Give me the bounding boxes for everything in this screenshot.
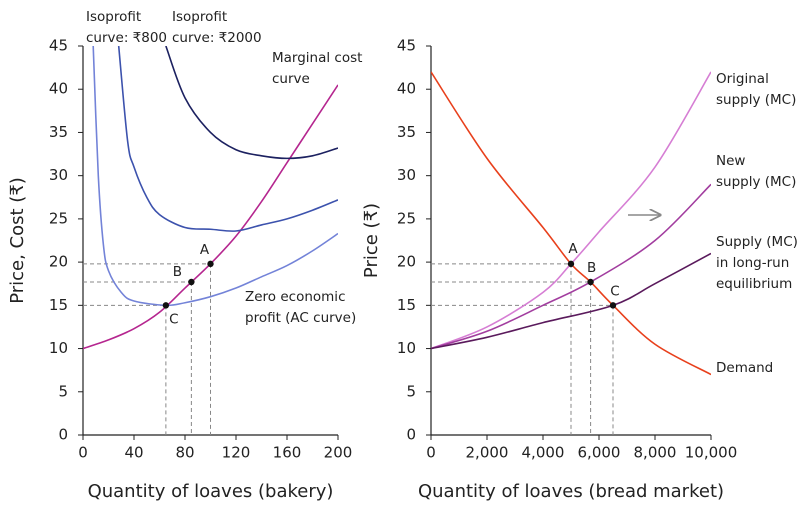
curve-label: equilibrium: [716, 276, 792, 292]
point: [567, 260, 575, 268]
x-tick-label: 4,000: [522, 444, 565, 462]
x-tick-label: 2,000: [466, 444, 509, 462]
y-tick-label: 20: [397, 253, 416, 271]
curve-label: Isoprofit: [172, 9, 227, 25]
curve: [431, 183, 711, 350]
y-tick-label: 10: [397, 339, 416, 357]
y-axis-title: Price, Cost (₹): [7, 177, 28, 304]
curve-label: in long-run: [716, 255, 789, 271]
curve-label: curve: [272, 71, 310, 87]
plot-area: [431, 71, 711, 376]
y-tick-label: 35: [397, 123, 416, 141]
curve-label: curve: ₹800: [86, 30, 167, 46]
curve: [431, 71, 711, 376]
point: [609, 302, 617, 309]
y-tick-label: 15: [397, 296, 416, 314]
point: [162, 302, 170, 309]
y-tick-label: 45: [397, 37, 416, 55]
curve-label: supply (MC): [716, 92, 796, 108]
x-tick-label: 40: [124, 444, 143, 462]
curve: [431, 71, 711, 350]
y-tick-label: 30: [49, 166, 68, 184]
point-label: C: [610, 283, 619, 299]
curve-label: New: [716, 153, 745, 169]
y-tick-label: 45: [49, 37, 68, 55]
y-tick-label: 35: [49, 123, 68, 141]
y-tick-label: 0: [58, 426, 68, 444]
x-tick-label: 80: [175, 444, 194, 462]
x-tick-label: 160: [273, 444, 302, 462]
x-tick-label: 8,000: [634, 444, 677, 462]
x-axis-title: Quantity of loaves (bakery): [88, 481, 334, 502]
curve: [165, 46, 338, 160]
x-tick-label: 120: [222, 444, 251, 462]
point: [188, 278, 195, 286]
y-tick-label: 40: [49, 80, 68, 98]
y-axis-title: Price (₹): [361, 203, 382, 278]
curve-label: profit (AC curve): [245, 310, 356, 326]
x-tick-label: 10,000: [685, 444, 738, 462]
y-tick-label: 15: [49, 296, 68, 314]
y-tick-label: 5: [406, 382, 416, 400]
x-tick-label: 0: [78, 444, 88, 462]
point-label: A: [200, 242, 210, 258]
curve-label: Supply (MC): [716, 234, 798, 250]
y-tick-label: 5: [58, 382, 68, 400]
x-tick-label: 200: [324, 444, 353, 462]
x-axis-title: Quantity of loaves (bread market): [418, 481, 724, 502]
y-tick-label: 0: [406, 426, 416, 444]
curve-label: Demand: [716, 360, 773, 376]
curve-label: Original: [716, 71, 769, 87]
y-tick-label: 25: [49, 209, 68, 227]
y-tick-label: 20: [49, 253, 68, 271]
y-tick-label: 30: [397, 166, 416, 184]
point-label: B: [173, 264, 182, 280]
point-label: B: [587, 260, 596, 276]
curve-label: supply (MC): [716, 174, 796, 190]
point: [587, 278, 594, 286]
point-label: A: [568, 241, 578, 257]
point: [207, 260, 214, 268]
curve: [117, 46, 338, 232]
point-label: C: [169, 311, 178, 327]
x-tick-label: 0: [426, 444, 436, 462]
curve: [92, 46, 338, 307]
curve-label: Isoprofit: [86, 9, 141, 25]
y-tick-label: 25: [397, 209, 416, 227]
curve: [431, 252, 711, 350]
y-tick-label: 10: [49, 339, 68, 357]
curve-label: Zero economic: [245, 289, 346, 305]
curve-label: curve: ₹2000: [172, 30, 262, 46]
y-tick-label: 40: [397, 80, 416, 98]
curve-label: Marginal cost: [272, 50, 362, 66]
x-tick-label: 6,000: [578, 444, 621, 462]
